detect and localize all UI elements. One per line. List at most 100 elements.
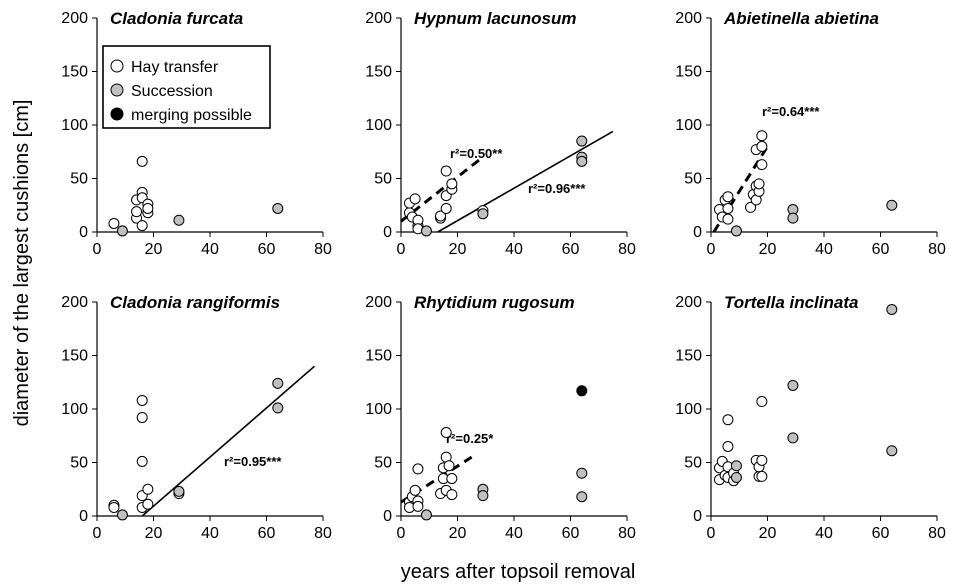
regression-label: r²=0.95*** <box>224 454 282 469</box>
x-tick-label: 60 <box>872 525 890 542</box>
point-hay-transfer <box>143 499 153 509</box>
point-hay-transfer <box>137 221 147 231</box>
point-succession <box>174 215 184 225</box>
x-tick-label: 40 <box>505 241 523 258</box>
panel-title: Cladonia rangiformis <box>110 293 280 312</box>
point-succession <box>117 226 127 236</box>
y-tick-label: 100 <box>675 401 702 418</box>
point-succession <box>273 378 283 388</box>
regression-label: r²=0.96*** <box>528 181 586 196</box>
point-succession <box>478 491 488 501</box>
point-hay-transfer <box>441 203 451 213</box>
point-hay-transfer <box>723 214 733 224</box>
x-tick-label: 0 <box>93 241 102 258</box>
x-tick-label: 0 <box>93 525 102 542</box>
x-tick-label: 0 <box>707 525 716 542</box>
x-tick-label: 40 <box>201 525 219 542</box>
y-tick-label: 200 <box>675 10 702 27</box>
legend-label-succession: Succession <box>131 83 213 100</box>
y-tick-label: 50 <box>70 455 88 472</box>
y-tick-label: 100 <box>675 117 702 134</box>
y-tick-label: 150 <box>61 64 88 81</box>
point-hay-transfer <box>723 415 733 425</box>
point-hay-transfer <box>447 474 457 484</box>
y-tick-label: 50 <box>684 171 702 188</box>
point-hay-transfer <box>413 464 423 474</box>
point-succession <box>788 380 798 390</box>
regression-label: r²=0.64*** <box>762 104 820 119</box>
point-hay-transfer <box>143 203 153 213</box>
x-tick-label: 0 <box>707 241 716 258</box>
y-tick-label: 150 <box>675 348 702 365</box>
regression-label: r²=0.25* <box>446 431 494 446</box>
point-hay-transfer <box>137 395 147 405</box>
x-tick-label: 40 <box>201 241 219 258</box>
point-succession <box>577 468 587 478</box>
panel-title: Tortella inclinata <box>724 293 858 312</box>
point-succession <box>731 226 741 236</box>
legend-marker-hay-transfer <box>111 60 123 72</box>
x-tick-label: 80 <box>618 241 636 258</box>
y-tick-label: 100 <box>365 401 392 418</box>
point-succession <box>174 486 184 496</box>
x-tick-label: 60 <box>258 241 276 258</box>
point-hay-transfer <box>757 131 767 141</box>
point-hay-transfer <box>109 502 119 512</box>
y-tick-label: 0 <box>693 224 702 241</box>
y-tick-label: 200 <box>61 10 88 27</box>
x-tick-label: 20 <box>759 241 777 258</box>
y-tick-label: 100 <box>61 401 88 418</box>
x-tick-label: 80 <box>618 525 636 542</box>
x-tick-label: 60 <box>562 241 580 258</box>
y-tick-label: 50 <box>374 171 392 188</box>
point-succession <box>117 510 127 520</box>
point-hay-transfer <box>447 179 457 189</box>
point-succession <box>577 156 587 166</box>
y-tick-label: 0 <box>693 508 702 525</box>
legend-label-merging-possible: merging possible <box>131 107 252 124</box>
panel-title: Hypnum lacunosum <box>414 9 576 28</box>
point-hay-transfer <box>132 207 142 217</box>
point-merging-possible <box>577 386 587 396</box>
panel-abietinella-abietina: 0501001502000 20 40 60 80Abietinella abietin… <box>675 9 946 258</box>
y-tick-label: 200 <box>675 294 702 311</box>
panel-rhytidium-rugosum: 0 50 100 150 200 0 20 40 60 80 Rhytidium rugosum r²… <box>365 293 636 542</box>
point-hay-transfer <box>444 461 454 471</box>
point-hay-transfer <box>413 501 423 511</box>
y-tick-label: 150 <box>365 64 392 81</box>
legend: Hay transfer Succession merging possible <box>103 46 270 128</box>
panel-tortella-inclinata: 0501001502000 20 40 60 80Tortella inclinata <box>675 293 946 542</box>
y-tick-label: 50 <box>684 455 702 472</box>
y-tick-label: 200 <box>365 10 392 27</box>
x-tick-label: 40 <box>815 525 833 542</box>
y-tick-label: 0 <box>79 508 88 525</box>
x-tick-label: 80 <box>928 525 946 542</box>
y-tick-label: 100 <box>365 117 392 134</box>
y-tick-label: 150 <box>61 348 88 365</box>
point-hay-transfer <box>723 203 733 213</box>
panel-title: Cladonia furcata <box>110 9 243 28</box>
x-tick-label: 20 <box>145 241 163 258</box>
point-succession <box>887 446 897 456</box>
x-tick-label: 80 <box>928 241 946 258</box>
point-hay-transfer <box>754 179 764 189</box>
x-tick-label: 20 <box>449 525 467 542</box>
point-hay-transfer <box>757 455 767 465</box>
point-hay-transfer <box>447 490 457 500</box>
y-tick-label: 50 <box>70 171 88 188</box>
point-succession <box>421 226 431 236</box>
point-hay-transfer <box>137 156 147 166</box>
point-hay-transfer <box>109 218 119 228</box>
x-tick-label: 20 <box>145 525 163 542</box>
point-succession <box>788 213 798 223</box>
point-hay-transfer <box>137 413 147 423</box>
panel-title: Rhytidium rugosum <box>414 293 575 312</box>
point-hay-transfer <box>410 194 420 204</box>
point-succession <box>478 209 488 219</box>
panel-title: Abietinella abietina <box>723 9 879 28</box>
x-tick-label: 40 <box>815 241 833 258</box>
point-succession <box>577 492 587 502</box>
point-succession <box>273 403 283 413</box>
point-succession <box>731 461 741 471</box>
